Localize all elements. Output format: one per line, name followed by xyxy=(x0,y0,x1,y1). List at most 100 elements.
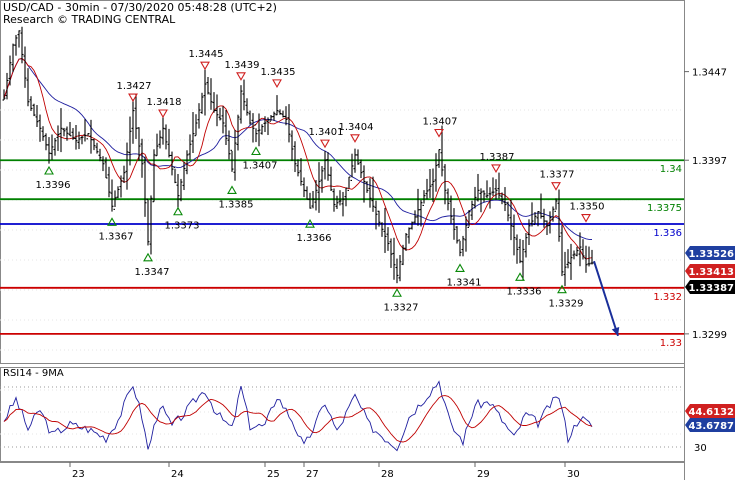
swing-high-marker xyxy=(581,214,591,223)
price-bar xyxy=(266,117,270,136)
price-bar xyxy=(320,166,324,193)
swing-low-marker xyxy=(107,217,117,226)
x-tick-label-30: 30 xyxy=(567,469,580,480)
price-bar xyxy=(239,85,243,124)
price-bar xyxy=(263,116,267,133)
price-bar xyxy=(158,130,162,149)
rsi-tick-label-0: 30 xyxy=(694,443,707,454)
price-bar xyxy=(413,210,417,224)
price-bar xyxy=(29,96,33,111)
price-bar xyxy=(164,124,168,150)
swing-low-label-7: 1.3327 xyxy=(384,302,419,313)
price-bar xyxy=(95,142,99,154)
price-bar xyxy=(101,156,105,172)
price-bar xyxy=(89,119,93,154)
x-tick-label-25: 25 xyxy=(267,469,280,480)
price-bar xyxy=(32,103,36,117)
price-bar xyxy=(26,68,30,107)
price-bar xyxy=(47,137,51,164)
price-bar xyxy=(377,210,381,227)
price-bar xyxy=(464,216,468,252)
swing-low-marker xyxy=(44,165,54,175)
price-bar xyxy=(581,239,585,260)
price-bar xyxy=(14,34,18,56)
price-bar xyxy=(362,165,366,203)
right-axis-panel xyxy=(685,0,735,480)
price-bar xyxy=(116,186,120,199)
price-bar xyxy=(386,227,390,251)
price-bar xyxy=(20,26,24,64)
price-tag-label-2: 1.33387 xyxy=(688,283,734,294)
price-bar xyxy=(140,138,144,178)
price-bar xyxy=(236,114,240,151)
swing-low-marker xyxy=(515,272,525,281)
price-bar xyxy=(293,141,297,173)
price-bar xyxy=(83,119,87,142)
price-bar xyxy=(8,55,12,86)
y-tick-label-1: 1.3397 xyxy=(692,156,727,167)
level-label-2: 1.336 xyxy=(653,228,682,239)
level-label-3: 1.332 xyxy=(653,292,682,303)
swing-low-marker xyxy=(251,146,261,156)
ma-fast-line xyxy=(3,58,593,260)
forecast-arrow xyxy=(593,260,620,337)
price-bar xyxy=(170,151,174,176)
price-bar xyxy=(23,46,27,88)
rsi-plot xyxy=(0,380,684,452)
price-bar xyxy=(185,150,189,175)
price-bar xyxy=(470,200,474,220)
price-bar xyxy=(485,180,489,199)
price-bar xyxy=(92,138,96,151)
rsi-tag-red xyxy=(685,404,735,418)
swing-high-label-3: 1.3439 xyxy=(225,60,260,71)
price-bar xyxy=(311,190,315,209)
swing-high-marker xyxy=(272,79,282,88)
price-bar xyxy=(434,153,438,192)
swing-high-marker xyxy=(128,93,138,103)
price-bar xyxy=(446,188,450,211)
chart-credit: Research © TRADING CENTRAL xyxy=(3,13,176,26)
price-bar xyxy=(368,178,372,208)
price-bar xyxy=(302,177,306,198)
moving-averages xyxy=(3,58,593,260)
price-bar xyxy=(545,220,549,236)
x-tick-label-23: 23 xyxy=(72,469,85,480)
price-bar xyxy=(182,161,186,191)
price-bar xyxy=(17,30,21,48)
price-bar xyxy=(2,89,6,101)
swing-high-label-8: 1.3387 xyxy=(480,152,515,163)
price-bar xyxy=(41,126,45,141)
price-bar xyxy=(416,188,420,226)
price-bar xyxy=(110,179,114,212)
price-bar xyxy=(179,178,183,202)
price-bar xyxy=(563,251,567,287)
level-label-1: 1.3375 xyxy=(647,203,682,214)
price-tags: 1.33526 1.33413 1.33387 44.6132 43.6787 xyxy=(685,246,735,432)
price-bar xyxy=(521,239,525,281)
price-bar xyxy=(473,186,477,209)
swing-high-label-4: 1.3435 xyxy=(261,67,296,78)
price-bar xyxy=(476,173,480,202)
swing-high-marker xyxy=(200,61,210,71)
x-tick-label-27: 27 xyxy=(306,469,319,480)
price-bar xyxy=(461,235,465,257)
price-bar xyxy=(113,190,117,210)
level-lines: 1.34 1.3375 1.336 1.332 1.33 xyxy=(0,159,684,349)
price-bar xyxy=(437,149,441,168)
price-bar xyxy=(557,189,561,242)
price-bar xyxy=(500,192,504,205)
price-bar xyxy=(137,127,141,161)
price-bar xyxy=(431,168,435,202)
price-bar xyxy=(554,198,558,212)
price-bar xyxy=(227,130,231,160)
x-tick-label-28: 28 xyxy=(381,469,394,480)
price-bar xyxy=(404,233,408,251)
price-bar xyxy=(197,103,201,129)
price-bar xyxy=(278,109,282,115)
price-bar xyxy=(176,173,180,210)
price-bar xyxy=(584,245,588,273)
x-tick-label-24: 24 xyxy=(171,469,184,480)
axes: 23 24 25 27 28 29 30 1.3447 1.3397 1.3299 30 xyxy=(69,68,727,480)
price-bar xyxy=(191,112,195,153)
